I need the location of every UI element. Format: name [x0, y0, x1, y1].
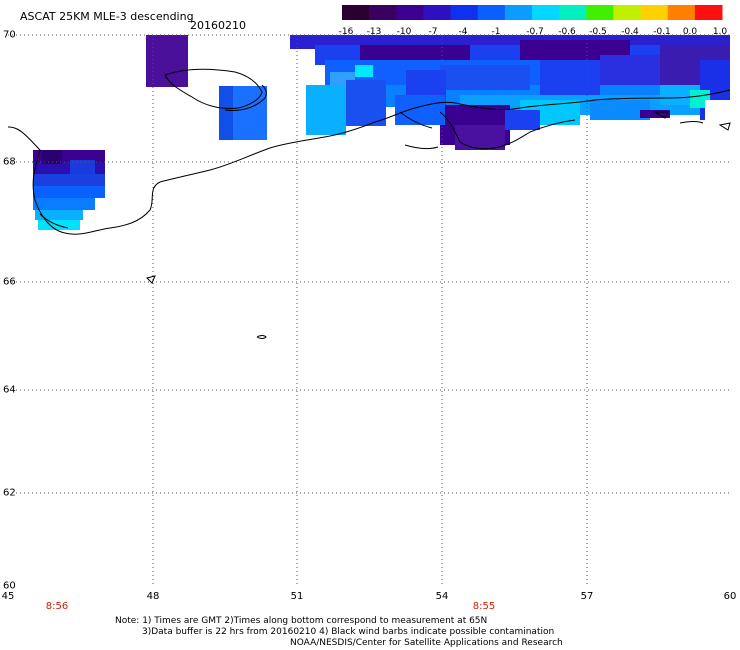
colorbar-segment [640, 5, 669, 20]
colorbar-segment [586, 5, 614, 20]
colorbar-label: -0.1 [653, 27, 671, 37]
colorbar-label: -0.5 [589, 27, 607, 37]
colorbar-segment [423, 5, 452, 20]
lon-label: 60 [723, 591, 737, 602]
note-line-1: Note: 1) Times are GMT 2)Times along bot… [115, 616, 488, 626]
colorbar-label: -16 [338, 27, 354, 37]
note-line-2: 3)Data buffer is 22 hrs from 20160210 4)… [142, 627, 555, 637]
lon-label: 54 [435, 591, 449, 602]
note-line-3: NOAA/NESDIS/Center for Satellite Applica… [290, 638, 563, 648]
colorbar-segment [450, 5, 479, 20]
colorbar-label: -0.6 [558, 27, 576, 37]
colorbar-segment [342, 5, 370, 20]
colorbar-label: -13 [366, 27, 382, 37]
lon-label: 51 [290, 591, 304, 602]
colorbar-label: -1 [491, 27, 501, 37]
colorbar-segment [532, 5, 560, 20]
lat-label: 66 [3, 276, 16, 288]
colorbar-segment [667, 5, 696, 20]
lon-label: 45 [1, 591, 15, 602]
colorbar-label: -10 [396, 27, 412, 37]
colorbar-label: 0.0 [682, 27, 698, 37]
colorbar-segment [559, 5, 587, 20]
colorbar-label: -0.4 [621, 27, 639, 37]
colorbar-segment [477, 5, 506, 20]
lon-label: 57 [580, 591, 594, 602]
graticule [8, 34, 730, 586]
colorbar-segment [369, 5, 397, 20]
colorbar-segment [613, 5, 642, 20]
data-swaths [33, 35, 730, 230]
colorbar-segment [396, 5, 424, 20]
colorbar-label: -7 [428, 27, 438, 37]
lat-label: 62 [3, 487, 16, 499]
map-date: 20160210 [190, 19, 246, 32]
colorbar [342, 5, 723, 20]
colorbar-label: -0.7 [526, 27, 544, 37]
lat-label: 64 [3, 384, 16, 396]
colorbar-label: -4 [458, 27, 468, 37]
time-label: 8:56 [45, 601, 69, 612]
lat-label: 70 [3, 29, 16, 41]
time-label: 8:55 [472, 601, 496, 612]
colorbar-segment [694, 5, 723, 20]
lon-label: 48 [146, 591, 160, 602]
colorbar-segment [504, 5, 533, 20]
coastlines [7, 68, 731, 339]
lat-label: 60 [3, 580, 16, 592]
lat-label: 68 [3, 156, 16, 168]
map-title: ASCAT 25KM MLE-3 descending [20, 10, 194, 23]
colorbar-label: 1.0 [712, 27, 728, 37]
